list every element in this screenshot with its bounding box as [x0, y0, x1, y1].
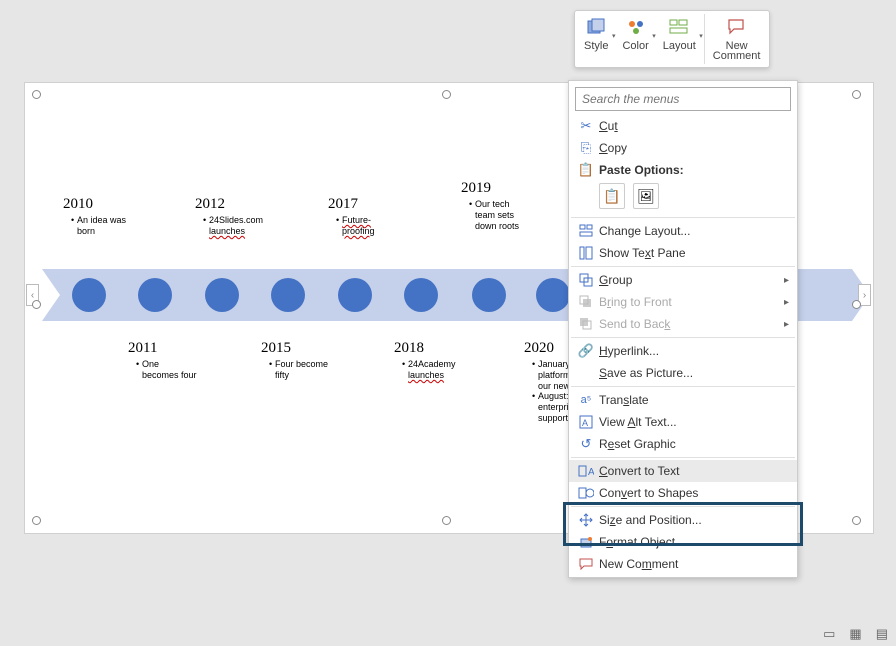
timeline-item: One becomes four: [136, 359, 198, 381]
timeline-entry: 2019 Our tech team sets down roots: [461, 180, 531, 231]
selection-handle[interactable]: [852, 516, 861, 525]
translate-icon: a⁵: [573, 394, 599, 406]
size-position-icon: [573, 513, 599, 527]
selection-handle[interactable]: [32, 90, 41, 99]
menu-hyperlink[interactable]: 🔗 Hyperlink...: [569, 340, 797, 362]
svg-text:A: A: [582, 418, 588, 428]
timeline-year: 2015: [261, 340, 331, 357]
menu-convert-shapes[interactable]: Convert to Shapes: [569, 482, 797, 504]
convert-text-icon: A: [573, 464, 599, 478]
timeline-entry: 2018 24Academy launches: [394, 340, 464, 381]
reset-icon: ↺: [573, 436, 599, 452]
timeline-year: 2019: [461, 180, 531, 197]
menu-format-object[interactable]: Format Object...: [569, 531, 797, 553]
timeline-entry: 2017 Future-proofing: [328, 196, 398, 237]
hyperlink-icon: 🔗: [573, 343, 599, 359]
send-back-icon: [573, 317, 599, 331]
menu-group[interactable]: Group ▸: [569, 269, 797, 291]
menu-new-comment[interactable]: New Comment: [569, 553, 797, 575]
comment-icon: [573, 557, 599, 571]
mini-toolbar: Style ▾ Color ▾ Layout ▾ New Comment: [574, 10, 770, 68]
menu-change-layout[interactable]: Change Layout...: [569, 220, 797, 242]
menu-bring-front[interactable]: Bring to Front ▸: [569, 291, 797, 313]
timeline-dot: [472, 278, 506, 312]
menu-search: [575, 87, 791, 111]
new-comment-label-2: Comment: [713, 50, 761, 62]
menu-show-text-pane[interactable]: Show Text Pane: [569, 242, 797, 264]
copy-icon: ⎘: [573, 140, 599, 156]
timeline-item: An idea was born: [71, 215, 133, 237]
menu-save-picture[interactable]: Save as Picture...: [569, 362, 797, 384]
style-label: Style: [584, 40, 608, 52]
layout-button[interactable]: Layout ▾: [657, 14, 702, 64]
alt-text-icon: A: [573, 415, 599, 429]
timeline-entry: 2010 An idea was born: [63, 196, 133, 237]
timeline-item: 24Academy launches: [402, 359, 464, 381]
menu-translate[interactable]: a⁵ Translate: [569, 389, 797, 411]
svg-text:A: A: [588, 467, 594, 478]
timeline-entry: 2012 24Slides.com launches: [195, 196, 265, 237]
menu-paste-options: 📋 Paste Options:: [569, 159, 797, 181]
timeline-entry: 2011 One becomes four: [128, 340, 198, 381]
timeline-entry: 2015 Four become fifty: [261, 340, 331, 381]
timeline-year: 2018: [394, 340, 464, 357]
timeline-item: 24Slides.com launches: [203, 215, 265, 237]
timeline-dot: [72, 278, 106, 312]
timeline-item: Four become fifty: [269, 359, 331, 381]
selection-handle[interactable]: [32, 300, 41, 309]
timeline-dot: [338, 278, 372, 312]
paste-option-2[interactable]: 🖼: [633, 183, 659, 209]
layout-label: Layout: [663, 40, 696, 52]
color-icon: [625, 16, 647, 38]
format-object-icon: [573, 535, 599, 549]
menu-copy[interactable]: ⎘ Copy: [569, 137, 797, 159]
layout-icon: [668, 16, 690, 38]
selection-handle[interactable]: [32, 516, 41, 525]
bring-front-icon: [573, 295, 599, 309]
group-icon: [573, 273, 599, 287]
timeline-dot: [271, 278, 305, 312]
timeline-dot: [205, 278, 239, 312]
timeline-dot: [138, 278, 172, 312]
change-layout-icon: [573, 224, 599, 238]
color-label: Color: [622, 40, 648, 52]
selection-handle[interactable]: [442, 516, 451, 525]
timeline-year: 2012: [195, 196, 265, 213]
style-icon: [585, 16, 607, 38]
menu-search-input[interactable]: [575, 87, 791, 111]
menu-size-position[interactable]: Size and Position...: [569, 509, 797, 531]
selection-handle[interactable]: [442, 90, 451, 99]
timeline-year: 2011: [128, 340, 198, 357]
timeline-dot: [404, 278, 438, 312]
timeline-year: 2010: [63, 196, 133, 213]
color-button[interactable]: Color ▾: [616, 14, 654, 64]
menu-send-back[interactable]: Send to Back ▸: [569, 313, 797, 335]
status-bar-icons: ▭ ▦ ▤: [823, 626, 888, 642]
style-button[interactable]: Style ▾: [578, 14, 614, 64]
view-reading-icon[interactable]: ▤: [876, 626, 888, 642]
timeline-item: Our tech team sets down roots: [469, 199, 531, 231]
menu-cut[interactable]: ✂ Cut: [569, 115, 797, 137]
text-pane-icon: [573, 246, 599, 260]
paste-option-1[interactable]: 📋: [599, 183, 625, 209]
new-comment-button[interactable]: New Comment: [704, 14, 767, 64]
context-menu: ✂ Cut ⎘ Copy 📋 Paste Options: 📋 🖼 Change…: [568, 80, 798, 578]
view-normal-icon[interactable]: ▭: [823, 626, 835, 642]
cut-icon: ✂: [573, 118, 599, 134]
menu-view-alt[interactable]: A View Alt Text...: [569, 411, 797, 433]
paste-options-row: 📋 🖼: [569, 181, 797, 215]
view-sorter-icon[interactable]: ▦: [849, 626, 861, 642]
menu-convert-text[interactable]: A Convert to Text: [569, 460, 797, 482]
new-comment-icon: [726, 16, 748, 38]
timeline-dot: [536, 278, 570, 312]
timeline-item: Future-proofing: [336, 215, 398, 237]
convert-shapes-icon: [573, 486, 599, 500]
menu-reset-graphic[interactable]: ↺ Reset Graphic: [569, 433, 797, 455]
paste-icon: 📋: [573, 162, 599, 178]
timeline-year: 2017: [328, 196, 398, 213]
selection-handle[interactable]: [852, 300, 861, 309]
selection-handle[interactable]: [852, 90, 861, 99]
